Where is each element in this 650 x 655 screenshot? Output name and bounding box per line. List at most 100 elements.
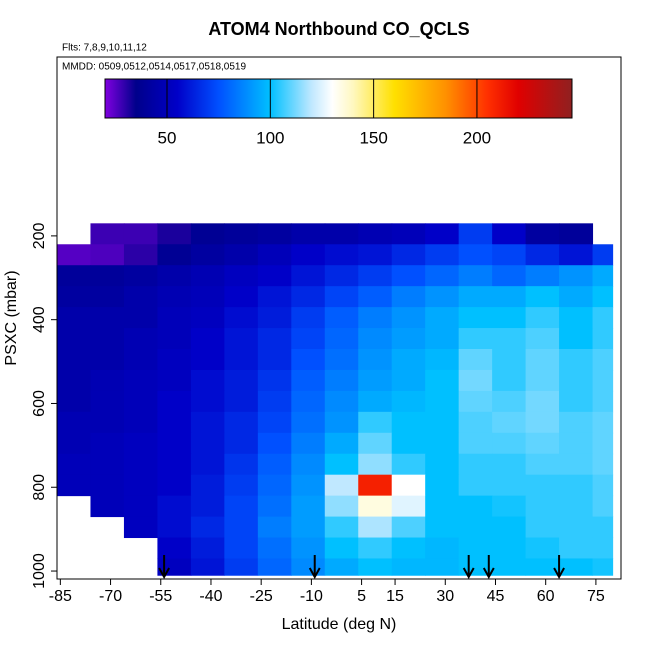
x-tick-label: -40: [199, 588, 222, 605]
heat-cell: [123, 244, 158, 266]
y-tick-label: 600: [31, 390, 48, 417]
heat-cell: [291, 244, 326, 266]
heat-cell: [57, 453, 91, 476]
heat-cell: [458, 411, 493, 434]
heat-cell: [190, 516, 225, 539]
heat-cell: [57, 432, 91, 455]
heat-cell: [592, 432, 614, 455]
heat-cell: [592, 516, 614, 539]
heat-cell: [425, 558, 460, 576]
colorbar-tick-label: 50: [158, 128, 177, 147]
heat-cell: [592, 411, 614, 434]
heat-cell: [425, 286, 460, 308]
heat-cell: [123, 411, 158, 434]
heat-cell: [157, 286, 192, 308]
heat-cell: [492, 244, 527, 266]
heat-cell: [391, 453, 426, 476]
heat-cell: [525, 558, 560, 576]
heat-cell: [224, 474, 259, 497]
heat-cell: [458, 307, 493, 329]
heat-cell: [559, 495, 594, 518]
chart-title: ATOM4 Northbound CO_QCLS: [208, 19, 469, 39]
heat-cell: [324, 558, 359, 576]
heat-cell: [525, 369, 560, 392]
x-tick-label: 60: [537, 588, 555, 605]
heat-cell: [559, 537, 594, 559]
heat-cell: [324, 349, 359, 371]
heat-cell: [57, 369, 91, 392]
heat-cell: [90, 495, 125, 518]
heat-cell: [492, 474, 527, 497]
heat-cell: [559, 474, 594, 497]
heat-cell: [291, 349, 326, 371]
heat-cell: [224, 453, 259, 476]
heat-cell: [425, 537, 460, 559]
heat-cell: [224, 411, 259, 434]
heat-cell: [57, 307, 91, 329]
heat-cell: [458, 516, 493, 539]
heat-cell: [358, 307, 393, 329]
heat-cell: [257, 516, 292, 539]
heat-cell: [324, 286, 359, 308]
x-tick-label: -25: [250, 588, 273, 605]
heat-cell: [57, 244, 91, 266]
heat-cell: [257, 286, 292, 308]
heat-cell: [190, 558, 225, 576]
heat-cell: [257, 495, 292, 518]
heat-cell: [425, 369, 460, 392]
heat-cell: [358, 432, 393, 455]
heat-cell: [458, 265, 493, 287]
heat-cell: [525, 516, 560, 539]
heat-cell: [391, 349, 426, 371]
heat-cell: [458, 369, 493, 392]
heat-cell: [90, 286, 125, 308]
heat-cell: [123, 474, 158, 497]
heat-cell: [324, 516, 359, 539]
heat-cell: [123, 453, 158, 476]
heat-cell: [291, 390, 326, 413]
heat-cell: [458, 495, 493, 518]
x-axis-label: Latitude (deg N): [282, 616, 397, 633]
heat-cell: [525, 307, 560, 329]
heatmap: [57, 223, 614, 576]
heat-cell: [257, 474, 292, 497]
heat-cell: [157, 369, 192, 392]
heat-cell: [458, 286, 493, 308]
x-tick-label: 15: [386, 588, 404, 605]
heat-cell: [324, 223, 359, 245]
heat-cell: [257, 223, 292, 245]
arrow-head: [553, 567, 565, 580]
heat-cell: [358, 286, 393, 308]
heat-cell: [358, 244, 393, 266]
heat-cell: [257, 411, 292, 434]
heat-cell: [324, 390, 359, 413]
heat-cell: [391, 516, 426, 539]
heat-cell: [525, 349, 560, 371]
heat-cell: [57, 349, 91, 371]
heat-cell: [157, 265, 192, 287]
heat-cell: [123, 349, 158, 371]
heat-cell: [190, 286, 225, 308]
heat-cell: [559, 265, 594, 287]
arrow-head: [462, 567, 475, 580]
heat-cell: [391, 432, 426, 455]
heat-cell: [425, 474, 460, 497]
x-tick-label: -70: [99, 588, 122, 605]
heat-cell: [224, 286, 259, 308]
heat-cell: [257, 537, 292, 559]
heat-cell: [458, 244, 493, 266]
heat-cell: [224, 516, 259, 539]
heat-cell: [157, 349, 192, 371]
heat-cell: [123, 307, 158, 329]
heat-cell: [358, 537, 393, 559]
heat-cell: [291, 307, 326, 329]
heat-cell: [190, 411, 225, 434]
x-tick-label: 75: [587, 588, 605, 605]
heat-cell: [425, 390, 460, 413]
heat-cell: [224, 390, 259, 413]
heat-cell: [257, 453, 292, 476]
heat-cell: [257, 349, 292, 371]
heat-cell: [525, 411, 560, 434]
heat-cell: [291, 223, 326, 245]
heat-cell: [525, 537, 560, 559]
